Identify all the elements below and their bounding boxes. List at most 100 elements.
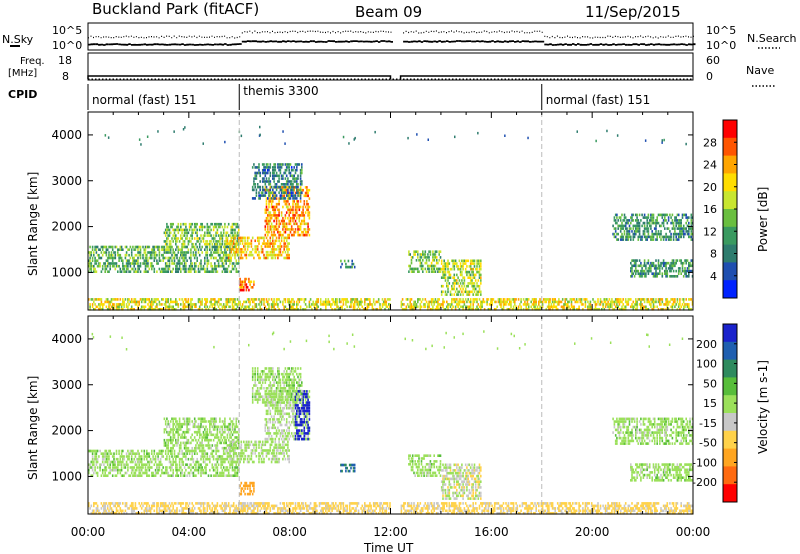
echo-cell — [140, 298, 143, 301]
echo-cell — [111, 259, 114, 262]
echo-cell — [261, 194, 264, 197]
echo-cell — [104, 452, 106, 455]
echo-cell — [689, 235, 691, 239]
echo-cell — [171, 270, 173, 273]
echo-cell — [661, 308, 664, 311]
echo-cell — [690, 235, 693, 239]
echo-cell — [151, 298, 153, 301]
echo-cell — [289, 303, 292, 306]
echo-cell — [254, 197, 256, 200]
echo-cell — [302, 219, 304, 223]
echo-cell — [500, 298, 502, 301]
echo-cell — [217, 300, 220, 304]
echo-cell — [656, 275, 658, 278]
echo-cell — [124, 466, 127, 469]
echo-cell — [230, 474, 232, 477]
echo-cell — [269, 188, 272, 192]
echo-cell — [616, 238, 618, 241]
echo-cell — [288, 256, 290, 260]
echo-cell — [269, 211, 272, 214]
echo-cell — [463, 279, 466, 282]
echo-cell — [425, 259, 428, 262]
echo-cell — [212, 466, 215, 469]
echo-cell — [636, 308, 638, 311]
echo-cell — [273, 163, 275, 166]
echo-cell — [647, 227, 650, 230]
echo-cell — [415, 303, 418, 306]
echo-cell — [198, 245, 201, 249]
echo-cell — [664, 227, 666, 230]
echo-cell — [279, 250, 282, 254]
echo-cell — [612, 300, 614, 304]
echo-cell — [641, 213, 643, 217]
echo-cell — [196, 231, 198, 235]
echo-cell — [434, 270, 437, 273]
echo-cell — [198, 242, 201, 246]
echo-cell — [293, 308, 295, 311]
echo-cell — [234, 228, 236, 232]
echo-cell — [283, 200, 285, 203]
echo-cell — [175, 455, 177, 458]
echo-cell — [158, 463, 161, 466]
echo-cell — [464, 305, 467, 309]
echo-cell — [299, 205, 302, 209]
echo-cell — [609, 303, 612, 306]
echo-cell — [308, 300, 311, 304]
echo-cell — [531, 308, 534, 311]
echo-cell — [274, 197, 277, 200]
echo-cell — [175, 237, 177, 240]
echo-cell — [117, 466, 119, 469]
echo-cell — [130, 262, 133, 265]
echo-cell — [292, 205, 294, 209]
echo-cell — [498, 300, 501, 304]
echo-cell — [588, 308, 590, 311]
echo-cell — [108, 300, 110, 304]
echo-cell — [176, 253, 178, 257]
echo-cell — [452, 265, 454, 268]
echo-cell — [507, 303, 510, 306]
echo-cell — [229, 234, 231, 237]
echo-cell — [200, 222, 202, 226]
echo-cell — [220, 264, 222, 268]
echo-cell — [637, 264, 640, 268]
echo-cell — [453, 267, 456, 271]
echo-cell — [284, 202, 287, 206]
echo-cell — [427, 308, 429, 311]
echo-cell — [133, 270, 135, 273]
echo-cell — [124, 253, 127, 257]
echo-cell — [164, 267, 167, 271]
echo-cell — [177, 438, 180, 442]
echo-cell — [268, 305, 270, 309]
echo-cell — [442, 303, 444, 306]
echo-cell — [682, 230, 685, 233]
echo-cell — [125, 253, 128, 257]
echo-cell — [638, 235, 641, 239]
echo-cell — [144, 262, 147, 265]
echo-cell — [158, 256, 161, 260]
echo-cell — [604, 300, 607, 304]
echo-cell — [200, 300, 202, 304]
echo-cell — [298, 219, 301, 223]
echo-cell — [333, 308, 336, 311]
echo-cell — [264, 191, 267, 194]
colorbar-tick-label: 16 — [703, 203, 717, 216]
echo-cell — [428, 264, 430, 268]
echo-cell — [181, 425, 183, 429]
echo-cell — [410, 270, 413, 273]
echo-cell — [690, 238, 693, 241]
echo-cell — [182, 128, 185, 131]
echo-cell — [650, 269, 652, 273]
echo-cell — [210, 262, 212, 265]
echo-cell — [177, 270, 180, 273]
echo-cell — [650, 219, 652, 222]
echo-cell — [177, 441, 180, 445]
echo-cell — [473, 273, 476, 277]
echo-cell — [236, 471, 239, 475]
echo-cell — [143, 248, 146, 251]
echo-cell — [292, 177, 294, 180]
echo-cell — [215, 463, 217, 466]
echo-cell — [467, 259, 469, 263]
echo-cell — [307, 225, 309, 228]
echo-cell — [660, 224, 662, 228]
echo-cell — [224, 457, 226, 461]
